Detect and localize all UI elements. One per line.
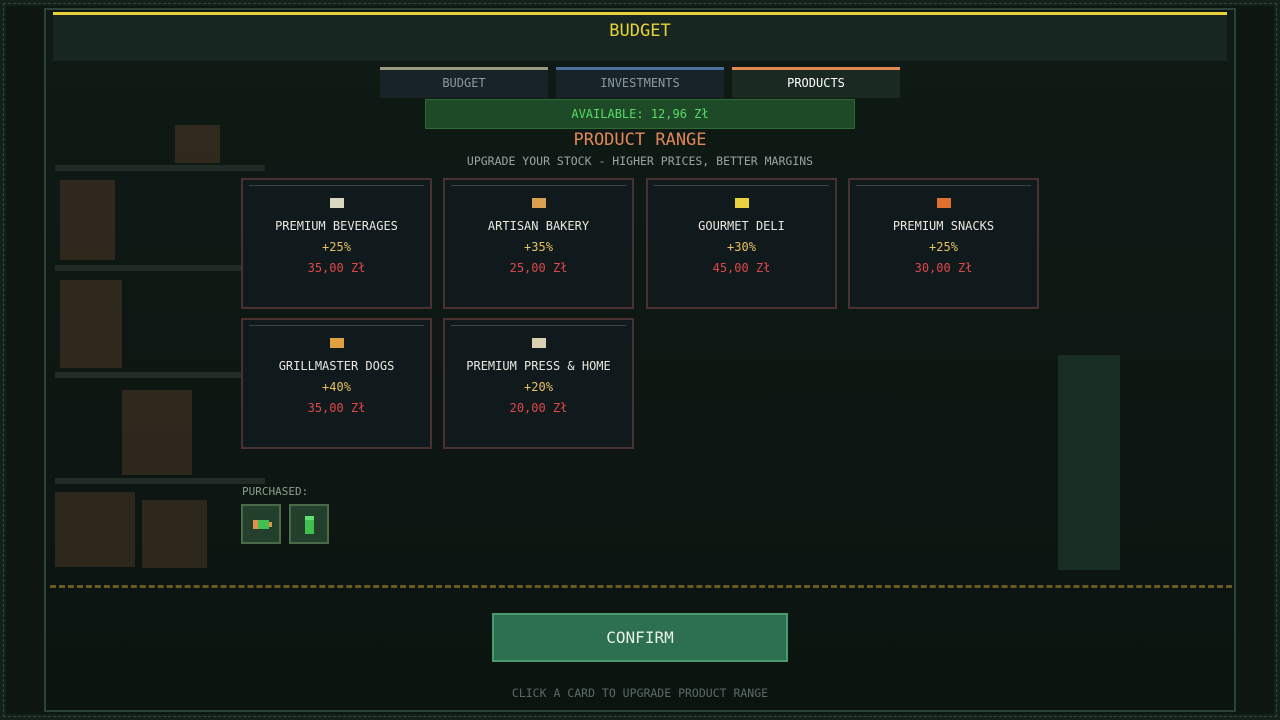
product-price: 35,00 Zł: [307, 401, 366, 415]
product-price: 35,00 Zł: [307, 261, 366, 275]
product-bonus: +35%: [524, 240, 553, 254]
tab-products[interactable]: PRODUCTS: [732, 67, 900, 98]
tab-budget[interactable]: BUDGET: [380, 67, 548, 98]
product-card[interactable]: PREMIUM PRESS & HOME +20% 20,00 Zł: [443, 318, 634, 449]
available-balance: AVAILABLE: 12,96 Zł: [425, 99, 855, 129]
product-card[interactable]: GRILLMASTER DOGS +40% 35,00 Zł: [241, 318, 432, 449]
product-price: 20,00 Zł: [509, 401, 568, 415]
product-card[interactable]: ARTISAN BAKERY +35% 25,00 Zł: [443, 178, 634, 309]
product-name: GRILLMASTER DOGS: [278, 359, 395, 373]
product-bonus: +25%: [322, 240, 351, 254]
product-name: PREMIUM BEVERAGES: [275, 219, 398, 233]
divider: [50, 585, 1232, 588]
battery-icon: [253, 520, 269, 529]
purchased-slot: [241, 504, 281, 544]
product-bonus: +25%: [929, 240, 958, 254]
product-name: ARTISAN BAKERY: [487, 219, 590, 233]
bottle-icon: [305, 516, 314, 534]
header-bar: BUDGET: [53, 12, 1227, 61]
purchased-slot: [289, 504, 329, 544]
hint-text: CLICK A CARD TO UPGRADE PRODUCT RANGE: [511, 686, 769, 700]
product-card[interactable]: PREMIUM BEVERAGES +25% 35,00 Zł: [241, 178, 432, 309]
product-price: 45,00 Zł: [712, 261, 771, 275]
product-price: 30,00 Zł: [914, 261, 973, 275]
product-name: PREMIUM PRESS & HOME: [466, 359, 611, 373]
header-title: BUDGET: [609, 21, 671, 41]
product-card[interactable]: GOURMET DELI +30% 45,00 Zł: [646, 178, 837, 309]
snack-icon: [936, 198, 951, 208]
product-name: PREMIUM SNACKS: [892, 219, 995, 233]
product-bonus: +40%: [322, 380, 351, 394]
product-name: GOURMET DELI: [698, 219, 785, 233]
bread-icon: [531, 198, 546, 208]
product-bonus: +30%: [727, 240, 756, 254]
hotdog-icon: [329, 338, 344, 348]
section-subtitle: UPGRADE YOUR STOCK - HIGHER PRICES, BETT…: [466, 154, 814, 168]
tab-bar: BUDGET INVESTMENTS PRODUCTS: [380, 67, 900, 98]
product-bonus: +20%: [524, 380, 553, 394]
cheese-icon: [734, 198, 749, 208]
product-card[interactable]: PREMIUM SNACKS +25% 30,00 Zł: [848, 178, 1039, 309]
tab-investments[interactable]: INVESTMENTS: [556, 67, 724, 98]
newspaper-icon: [531, 338, 546, 348]
confirm-button[interactable]: CONFIRM: [492, 613, 788, 662]
beverage-icon: [329, 198, 344, 208]
product-price: 25,00 Zł: [509, 261, 568, 275]
section-title: PRODUCT RANGE: [573, 130, 707, 150]
purchased-label: PURCHASED:: [242, 485, 309, 498]
